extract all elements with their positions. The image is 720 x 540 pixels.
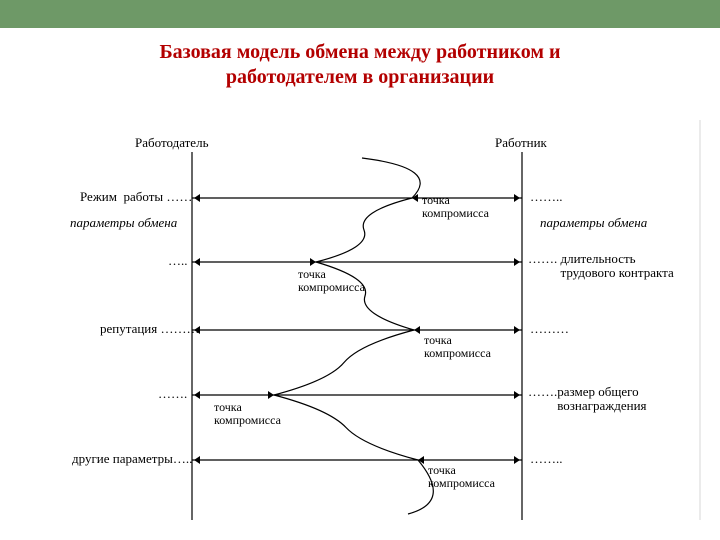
title-line-1: Базовая модель обмена между работником и (0, 40, 720, 65)
title-line-2: работодателем в организации (0, 65, 720, 90)
compromise-label-r1: точка компромисса (422, 194, 489, 220)
left-other-params: другие параметры….. (72, 452, 192, 466)
left-exchange-params: параметры обмена (70, 216, 177, 230)
right-remuneration: …….размер общего вознаграждения (528, 385, 647, 414)
compromise-label-r3: точка компромисса (424, 334, 491, 360)
left-dots-r4: ……. (158, 387, 187, 401)
header-employer: Работодатель (135, 136, 209, 150)
left-dots-r2: ….. (168, 254, 188, 268)
right-dots-r1: …….. (530, 190, 563, 204)
compromise-label-r2: точка компромисса (298, 268, 365, 294)
right-dots-r3: ……… (530, 322, 569, 336)
right-dots-r5: …….. (530, 452, 563, 466)
top-bar (0, 0, 720, 28)
compromise-label-r4: точка компромисса (214, 401, 281, 427)
left-work-regime: Режим работы …… (80, 190, 192, 204)
right-contract-duration: ……. длительность трудового контракта (528, 252, 674, 281)
right-exchange-params: параметры обмена (540, 216, 647, 230)
header-employee: Работник (495, 136, 547, 150)
compromise-label-r5: точка компромисса (428, 464, 495, 490)
page-title: Базовая модель обмена между работником и… (0, 40, 720, 90)
left-reputation: репутация ……… (100, 322, 199, 336)
